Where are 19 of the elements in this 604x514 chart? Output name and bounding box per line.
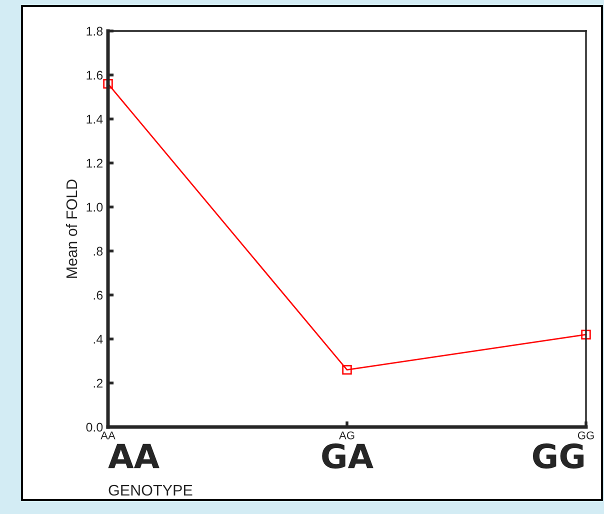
y-tick-label: 0.0 <box>86 422 103 432</box>
point <box>342 364 352 375</box>
x-tick-label: GG <box>578 431 594 440</box>
y-tick-label: 1.4 <box>86 114 103 124</box>
y-tick-label: .2 <box>94 378 103 388</box>
y-tick-label: .6 <box>94 290 103 300</box>
x-tick-label: AA <box>100 432 116 440</box>
y-tick-label: 1.0 <box>86 202 103 212</box>
y-tick-label: 1.2 <box>86 158 103 168</box>
point <box>581 330 591 340</box>
x-tick-label: AG <box>338 431 354 440</box>
text: GA <box>322 443 374 469</box>
y-axis-title: Mean of FOLD <box>66 180 78 278</box>
x-axis-title: GENOTYPE <box>108 484 192 496</box>
y-tick-label: .4 <box>94 334 103 344</box>
point <box>103 78 113 89</box>
y-tick-label: .8 <box>94 246 103 256</box>
y-tick-label: 1.8 <box>86 26 103 36</box>
y-tick-label: 1.6 <box>86 70 103 80</box>
